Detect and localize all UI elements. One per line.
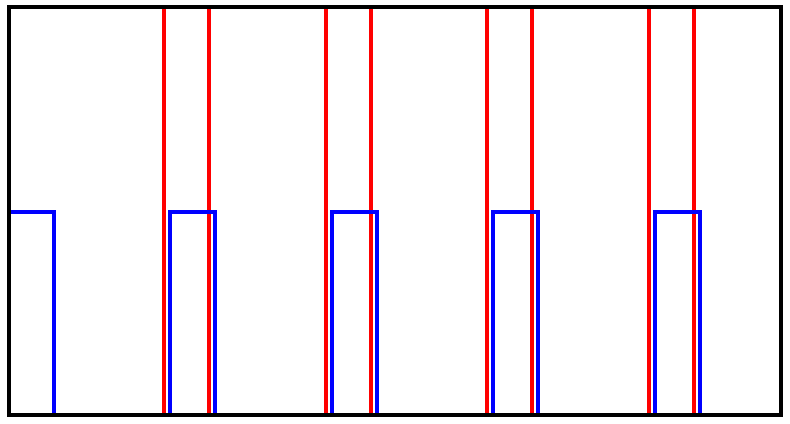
blue-pulse-5 (653, 210, 702, 417)
blue-pulse-2 (168, 210, 217, 417)
blue-pulse-3 (330, 210, 379, 417)
blue-pulses (7, 210, 702, 417)
blue-pulse-4 (491, 210, 540, 417)
diagram-frame (7, 5, 783, 417)
